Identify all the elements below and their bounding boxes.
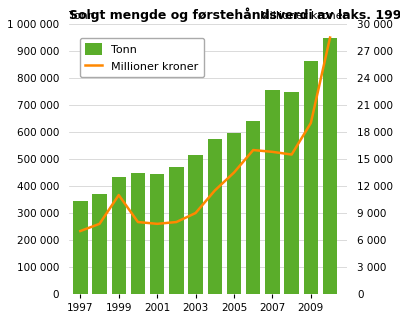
Bar (131, 172, 145, 294)
Text: Solgt mengde og førstehåndsverdi av laks. 1997-2010: Solgt mengde og førstehåndsverdi av laks… (69, 7, 400, 21)
Bar (323, 37, 337, 294)
Bar (304, 60, 318, 294)
Bar (227, 133, 241, 294)
Bar (73, 201, 88, 294)
Bar (246, 121, 260, 294)
Text: Tonn: Tonn (69, 12, 95, 21)
Bar (188, 155, 203, 294)
Bar (112, 177, 126, 294)
Bar (92, 194, 107, 294)
Bar (150, 174, 164, 294)
Text: Millioner kroner: Millioner kroner (260, 12, 347, 21)
Bar (284, 92, 299, 294)
Bar (208, 139, 222, 294)
Bar (169, 167, 184, 294)
Legend: Tonn, Millioner kroner: Tonn, Millioner kroner (80, 38, 204, 77)
Bar (265, 90, 280, 294)
